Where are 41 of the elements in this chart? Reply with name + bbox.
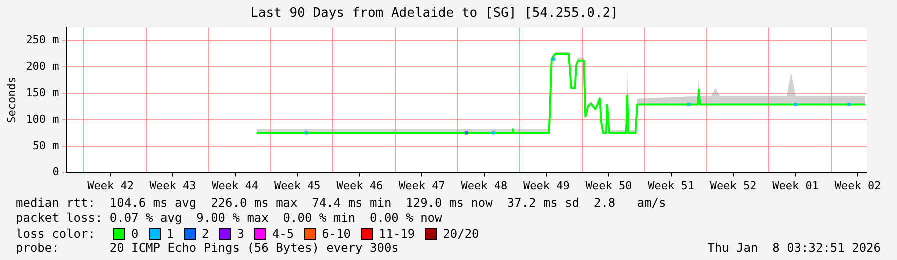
- chart-title: Last 90 Days from Adelaide to [SG] [54.255.0.2]: [250, 6, 618, 22]
- legend-label: 20/20: [443, 226, 480, 240]
- y-tick-label: 100 m: [26, 112, 60, 126]
- y-tick-label: 200 m: [26, 60, 60, 74]
- y-axis-title: Seconds: [5, 77, 18, 124]
- legend-label: 1: [166, 226, 174, 240]
- x-tick-label: Week 45: [274, 179, 321, 192]
- x-tick-label: Week 51: [648, 179, 694, 192]
- legend-label: 6-10: [322, 226, 352, 240]
- legend-label: 2: [202, 226, 210, 240]
- text: packet loss: 0.07 % avg 9.00 % max 0.00 % min 0.00 % now: [16, 211, 444, 226]
- x-tick-label: Week 46: [336, 179, 384, 192]
- legend-label: 0: [131, 226, 139, 240]
- text: Thu Jan 8 03:32:51 2026: [708, 241, 881, 256]
- x-tick-label: Week 47: [398, 179, 446, 192]
- x-tick-label: Week 50: [586, 179, 632, 192]
- x-tick-label: Week 01: [772, 179, 820, 192]
- x-tick-label: Week 42: [88, 179, 134, 192]
- y-tick-label: 250 m: [26, 34, 60, 47]
- y-tick-label: 50 m: [32, 139, 60, 152]
- point: [465, 132, 468, 135]
- point: [304, 132, 308, 135]
- point: [848, 103, 851, 106]
- legend-label: 11-19: [379, 226, 416, 240]
- y-tick-label: 150 m: [26, 86, 60, 100]
- x-tick-label: Week 49: [524, 179, 570, 192]
- y-tick-label: 0: [52, 166, 60, 179]
- x-tick-label: Week 48: [461, 179, 508, 192]
- text: probe: 20 ICMP Echo Pings (56 Bytes) every 300s: [16, 241, 399, 256]
- legend-label: 3: [237, 226, 244, 240]
- x-tick-label: Week 02: [834, 179, 882, 192]
- point: [552, 58, 556, 61]
- point: [492, 132, 495, 135]
- point: [688, 103, 691, 106]
- x-tick-label: Week 43: [150, 179, 196, 192]
- x-tick-label: Week 52: [710, 179, 757, 192]
- text: median rtt: 104.6 ms avg 226.0 ms max 74.4 ms min 129.0 ms now 37.2 ms sd 2.8 am/s: [16, 196, 668, 211]
- legend-label: 4-5: [272, 226, 294, 240]
- x-tick-label: Week 44: [212, 179, 259, 192]
- point: [794, 103, 798, 106]
- legend-title: loss color:: [16, 226, 96, 240]
